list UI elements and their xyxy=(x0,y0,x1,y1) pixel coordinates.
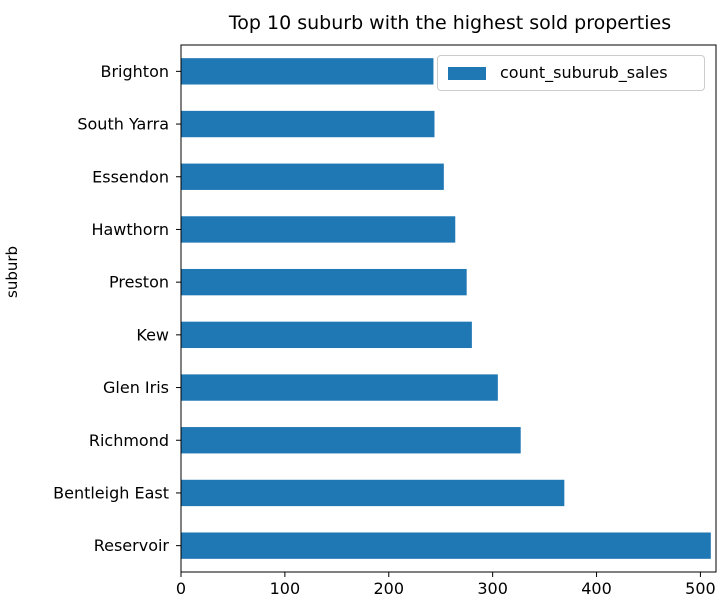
bar-richmond xyxy=(181,427,521,454)
y-tick-label: Glen Iris xyxy=(103,378,169,397)
y-tick-label: Hawthorn xyxy=(91,220,169,239)
bar-preston xyxy=(181,268,467,296)
y-tick-label: Reservoir xyxy=(94,536,170,555)
y-axis-label: suburb xyxy=(3,245,21,298)
chart-title: Top 10 suburb with the highest sold prop… xyxy=(228,12,672,34)
y-tick-label: South Yarra xyxy=(77,115,169,134)
x-tick-label: 500 xyxy=(685,579,716,598)
bars-group xyxy=(181,58,711,559)
x-tick-label: 200 xyxy=(373,579,404,598)
y-tick-label: Kew xyxy=(136,325,169,344)
bar-hawthorn xyxy=(181,216,456,243)
bar-south-yarra xyxy=(181,110,435,138)
y-ticks-group: Reservoir Bentleigh East Richmond Glen Iris… xyxy=(53,62,181,555)
y-tick-label: Brighton xyxy=(101,62,170,81)
legend: count_suburub_sales xyxy=(437,55,705,91)
y-tick-label: Bentleigh East xyxy=(53,483,169,502)
x-tick-label: 0 xyxy=(176,579,186,598)
y-tick-label: Essendon xyxy=(92,167,169,186)
x-tick-label: 100 xyxy=(270,579,301,598)
y-tick-label: Preston xyxy=(109,273,169,292)
bar-glen-iris xyxy=(181,374,498,401)
x-tick-label: 300 xyxy=(477,579,508,598)
bar-essendon xyxy=(181,163,444,190)
x-tick-label: 400 xyxy=(581,579,612,598)
plot-frame xyxy=(180,44,717,573)
bar-reservoir xyxy=(181,532,711,559)
x-ticks-group: 0 100 200 300 400 500 xyxy=(176,572,716,598)
bar-bentleigh-east xyxy=(181,479,565,507)
y-tick-label: Richmond xyxy=(89,431,169,450)
legend-label: count_suburub_sales xyxy=(500,63,668,82)
bar-kew xyxy=(181,321,472,349)
legend-swatch xyxy=(448,67,486,80)
bar-brighton xyxy=(181,58,434,85)
